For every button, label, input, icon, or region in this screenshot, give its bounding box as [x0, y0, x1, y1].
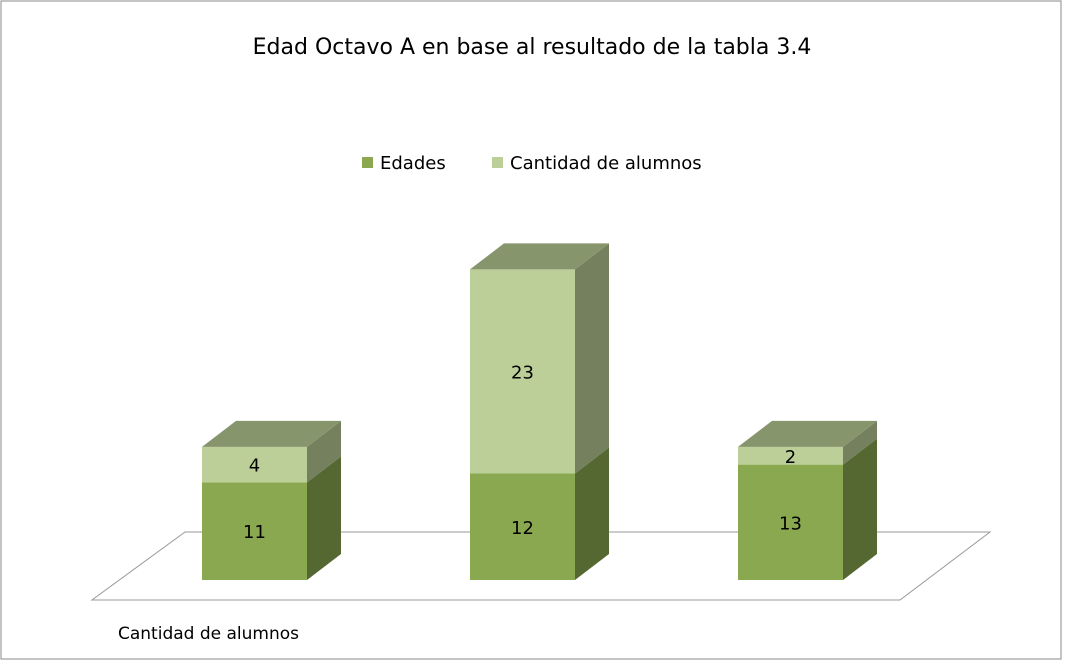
legend-swatch [492, 157, 503, 168]
legend-label: Cantidad de alumnos [510, 153, 702, 174]
bar-top [470, 243, 609, 270]
data-label: 4 [249, 456, 260, 477]
data-label: 11 [243, 522, 266, 543]
bar-side [575, 243, 609, 474]
legend-swatch [362, 157, 373, 168]
bar-front [202, 446, 307, 483]
bar-front [738, 446, 843, 465]
bar-side [307, 420, 341, 483]
bar-side [575, 447, 609, 580]
bar-top [202, 420, 341, 447]
x-axis-label: Cantidad de alumnos [118, 624, 299, 644]
bar-front [470, 269, 575, 474]
legend-label: Edades [380, 153, 446, 174]
bar-side [307, 456, 341, 580]
data-label: 2 [785, 447, 796, 468]
data-label: 13 [779, 513, 802, 534]
data-label: 23 [511, 362, 534, 383]
bar-front [470, 473, 575, 580]
bar-front [202, 482, 307, 580]
bar-side [843, 438, 877, 580]
chart-title: Edad Octavo A en base al resultado de la… [253, 35, 812, 60]
bar-side [843, 420, 877, 465]
bar-top [738, 420, 877, 447]
data-label: 12 [511, 518, 534, 539]
bar-front [738, 464, 843, 580]
